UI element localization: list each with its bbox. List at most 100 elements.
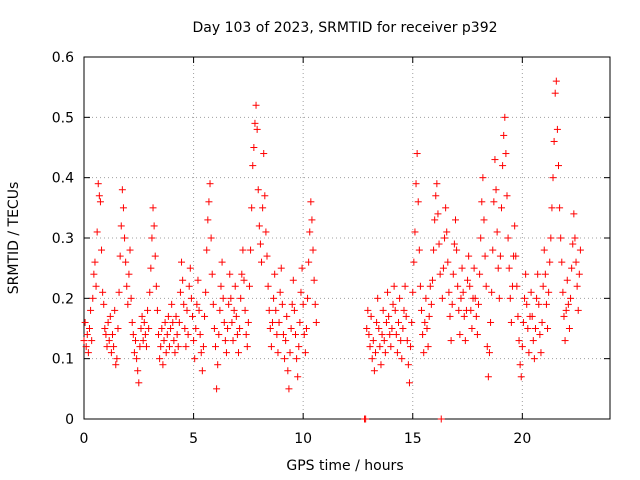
data-point bbox=[273, 331, 281, 339]
data-point bbox=[84, 349, 92, 357]
data-point bbox=[159, 361, 167, 369]
data-point bbox=[283, 312, 291, 320]
data-point bbox=[409, 288, 417, 296]
data-point bbox=[485, 349, 493, 357]
data-point bbox=[216, 306, 224, 314]
data-point bbox=[250, 144, 258, 151]
data-point bbox=[261, 192, 269, 200]
data-point bbox=[219, 294, 227, 302]
data-point bbox=[230, 306, 238, 314]
data-point bbox=[238, 270, 246, 278]
data-point bbox=[195, 306, 203, 314]
data-point bbox=[441, 234, 449, 242]
data-point bbox=[100, 300, 108, 308]
data-point bbox=[387, 343, 395, 351]
data-point bbox=[225, 300, 233, 308]
data-point bbox=[258, 258, 266, 266]
data-point bbox=[149, 204, 157, 212]
data-point bbox=[156, 355, 164, 363]
data-point bbox=[533, 294, 541, 302]
data-point bbox=[284, 367, 292, 375]
data-point bbox=[547, 234, 555, 242]
data-point bbox=[456, 331, 464, 339]
data-point bbox=[445, 288, 453, 296]
data-point bbox=[110, 343, 118, 351]
data-point bbox=[255, 222, 263, 230]
data-point bbox=[563, 276, 571, 284]
chart-title: Day 103 of 2023, SRMTID for receiver p39… bbox=[192, 20, 497, 36]
data-point bbox=[414, 198, 422, 206]
data-point bbox=[91, 258, 99, 266]
data-point bbox=[437, 415, 445, 423]
data-point bbox=[218, 258, 226, 266]
data-point bbox=[464, 276, 472, 284]
data-point bbox=[307, 198, 315, 206]
data-point bbox=[129, 331, 137, 339]
data-point bbox=[529, 337, 537, 345]
data-point bbox=[85, 325, 93, 332]
data-point bbox=[263, 252, 271, 260]
data-point bbox=[465, 252, 473, 260]
data-point bbox=[551, 89, 559, 97]
data-point bbox=[560, 312, 568, 320]
y-tick-label: 0.6 bbox=[52, 50, 74, 66]
data-point bbox=[405, 379, 413, 387]
data-point bbox=[492, 186, 500, 194]
data-point bbox=[300, 331, 308, 339]
data-point bbox=[150, 222, 158, 230]
x-tick-label: 0 bbox=[80, 431, 89, 447]
x-axis-label: GPS time / hours bbox=[286, 458, 403, 474]
data-point bbox=[448, 300, 456, 308]
data-point bbox=[457, 294, 465, 302]
data-point bbox=[482, 282, 490, 290]
data-point bbox=[561, 337, 569, 345]
data-point bbox=[287, 325, 295, 332]
data-point bbox=[294, 373, 302, 381]
data-point bbox=[536, 331, 544, 339]
data-point bbox=[188, 312, 196, 320]
data-point bbox=[393, 349, 401, 357]
data-point bbox=[458, 264, 466, 272]
data-point bbox=[265, 306, 273, 314]
y-tick-label: 0 bbox=[65, 412, 74, 428]
data-point bbox=[279, 331, 287, 339]
data-point bbox=[571, 234, 579, 242]
data-point bbox=[531, 325, 539, 332]
data-point bbox=[371, 349, 379, 357]
data-point bbox=[515, 337, 523, 345]
data-point bbox=[254, 186, 262, 194]
data-point bbox=[379, 306, 387, 314]
data-point bbox=[549, 174, 557, 182]
data-point bbox=[412, 180, 420, 188]
data-point bbox=[576, 246, 584, 254]
data-point bbox=[151, 252, 159, 260]
data-point bbox=[173, 331, 181, 339]
data-point bbox=[478, 198, 486, 206]
data-point bbox=[519, 318, 527, 326]
data-point bbox=[137, 325, 145, 332]
data-point bbox=[105, 337, 113, 345]
data-point bbox=[539, 282, 547, 290]
data-point bbox=[212, 343, 219, 351]
data-point bbox=[112, 361, 120, 369]
data-point bbox=[537, 349, 545, 357]
data-point bbox=[203, 246, 211, 254]
data-point bbox=[220, 318, 228, 326]
data-point bbox=[401, 282, 409, 290]
data-point bbox=[516, 361, 524, 369]
data-point bbox=[291, 331, 299, 339]
data-point bbox=[259, 204, 267, 212]
data-point bbox=[527, 288, 535, 296]
data-point bbox=[96, 198, 104, 206]
data-point bbox=[252, 101, 260, 109]
data-point bbox=[476, 270, 484, 278]
data-point bbox=[554, 162, 562, 170]
data-point bbox=[98, 246, 106, 254]
data-point bbox=[237, 294, 245, 302]
data-point bbox=[388, 325, 396, 332]
data-point bbox=[430, 246, 438, 254]
data-point bbox=[222, 349, 230, 357]
data-point bbox=[362, 415, 370, 423]
data-point bbox=[210, 325, 218, 332]
data-point bbox=[569, 240, 577, 248]
